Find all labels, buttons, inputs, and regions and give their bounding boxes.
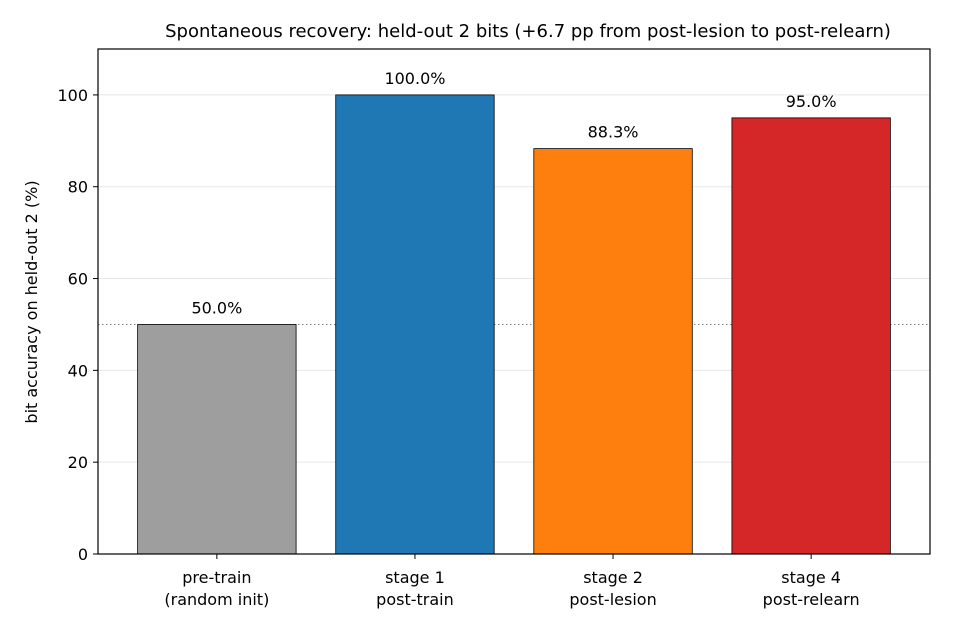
bar-0 [137,324,297,555]
x-tick-label-line: post-relearn [763,590,860,609]
bar-3 [731,117,891,555]
data-labels: 50.0% 100.0% 88.3% 95.0% [191,69,836,318]
data-label-1: 100.0% [384,69,445,88]
y-tick-label-20: 20 [68,453,88,472]
x-tick-label-line: (random init) [164,590,269,609]
x-tick-label-line: stage 4 [781,568,841,587]
bar-1 [335,94,495,555]
data-label-2: 88.3% [588,123,639,142]
x-tick-label-0: pre-train (random init) [164,568,269,609]
y-axis-label: bit accuracy on held-out 2 (%) [22,180,41,423]
x-tick-label-line: stage 2 [583,568,643,587]
y-ticks: 0 20 40 60 80 100 [57,86,98,564]
data-label-0: 50.0% [191,298,242,317]
y-tick-label-40: 40 [68,361,88,380]
y-tick-label-60: 60 [68,270,88,289]
x-tick-label-1: stage 1 post-train [376,568,454,609]
x-tick-label-line: post-train [376,590,454,609]
plot-frame [97,48,931,555]
x-tick-label-line: pre-train [182,568,251,587]
bars [137,94,891,555]
x-tick-label-line: post-lesion [569,590,656,609]
x-tick-label-line: stage 1 [385,568,445,587]
data-label-3: 95.0% [786,92,837,111]
y-tick-label-100: 100 [57,86,88,105]
chart-title: Spontaneous recovery: held-out 2 bits (+… [165,21,891,42]
x-ticks: pre-train (random init)stage 1 post-trains… [164,554,860,609]
y-tick-label-80: 80 [68,178,88,197]
x-tick-label-3: stage 4 post-relearn [763,568,860,609]
y-tick-label-0: 0 [78,545,88,564]
x-tick-label-2: stage 2 post-lesion [569,568,656,609]
bar-2 [533,148,693,555]
